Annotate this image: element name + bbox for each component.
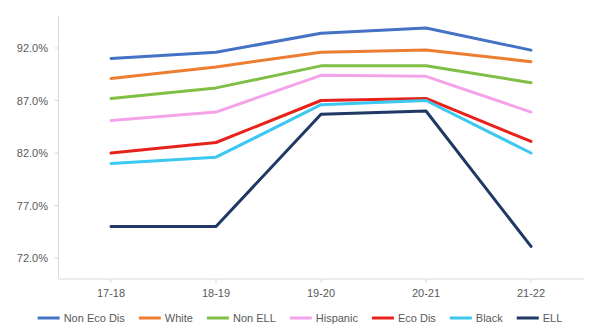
series-line [111, 111, 531, 246]
legend-label: Black [476, 312, 503, 324]
background [0, 0, 600, 329]
legend-swatch [517, 317, 539, 320]
legend: Non Eco Dis White Non ELL Hispanic Eco Dis Bl… [38, 312, 563, 324]
legend-swatch [372, 317, 394, 320]
x-tick-label: 17-18 [97, 287, 125, 299]
y-tick-label: 72.0% [17, 252, 48, 264]
y-tick [55, 258, 59, 259]
legend-label: White [165, 312, 193, 324]
y-tick [55, 48, 59, 49]
legend-label: Non Eco Dis [64, 312, 126, 324]
y-tick-label: 82.0% [17, 147, 48, 159]
y-axis-line [58, 17, 59, 280]
y-tick-label: 77.0% [17, 200, 48, 212]
x-tick-label: 18-19 [202, 287, 230, 299]
y-tick [55, 153, 59, 154]
x-tick [321, 279, 322, 283]
legend-label: ELL [543, 312, 563, 324]
x-tick-label: 19-20 [307, 287, 335, 299]
x-tick-label: 20-21 [412, 287, 440, 299]
series-line [111, 98, 531, 153]
legend-swatch [38, 317, 60, 320]
legend-swatch [207, 317, 229, 320]
x-tick [531, 279, 532, 283]
y-tick-label: 87.0% [17, 95, 48, 107]
y-tick [55, 205, 59, 206]
plot-area [111, 28, 531, 246]
x-tick [216, 279, 217, 283]
legend-swatch [290, 317, 312, 320]
legend-label: Hispanic [316, 312, 359, 324]
series-line [111, 101, 531, 164]
legend-swatch [139, 317, 161, 320]
chart: 72.0% 77.0% 82.0% 87.0% 92.0% 17-18 18-19 19-20… [0, 0, 600, 329]
legend-swatch [450, 317, 472, 320]
x-tick-label: 21-22 [517, 287, 545, 299]
y-tick [55, 100, 59, 101]
y-tick-label: 92.0% [17, 42, 48, 54]
legend-label: Non ELL [233, 312, 276, 324]
series-line [111, 66, 531, 99]
x-tick [111, 279, 112, 283]
legend-label: Eco Dis [398, 312, 436, 324]
x-tick [426, 279, 427, 283]
